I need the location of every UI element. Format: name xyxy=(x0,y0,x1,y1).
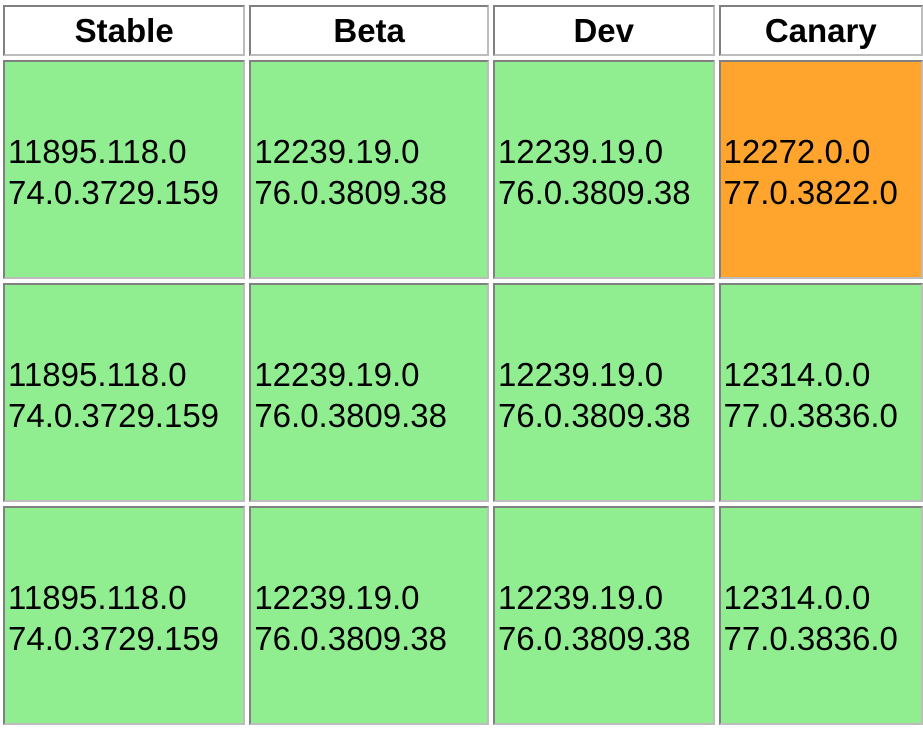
table-row: 11895.118.0 74.0.3729.159 12239.19.0 76.… xyxy=(3,506,923,725)
version-cell-canary: 12272.0.0 77.0.3822.0 xyxy=(718,60,923,279)
platform-version: 12239.19.0 xyxy=(497,132,664,170)
browser-version: 76.0.3809.38 xyxy=(254,173,448,211)
platform-version: 12314.0.0 xyxy=(723,355,871,393)
browser-version: 76.0.3809.38 xyxy=(497,619,691,657)
platform-version: 12314.0.0 xyxy=(723,578,871,616)
platform-version: 11895.118.0 xyxy=(8,578,187,616)
platform-version: 12272.0.0 xyxy=(723,132,871,170)
browser-version: 76.0.3809.38 xyxy=(497,173,691,211)
table-row: 11895.118.0 74.0.3729.159 12239.19.0 76.… xyxy=(3,60,923,279)
browser-version: 76.0.3809.38 xyxy=(497,396,691,434)
column-header-dev: Dev xyxy=(492,5,715,56)
browser-version: 74.0.3729.159 xyxy=(8,173,220,211)
version-cell-beta: 12239.19.0 76.0.3809.38 xyxy=(249,60,489,279)
version-cell-dev: 12239.19.0 76.0.3809.38 xyxy=(492,60,715,279)
header-row: Stable Beta Dev Canary xyxy=(3,5,923,56)
column-header-canary: Canary xyxy=(718,5,923,56)
browser-version: 77.0.3836.0 xyxy=(723,396,898,434)
browser-version: 76.0.3809.38 xyxy=(254,619,448,657)
platform-version: 11895.118.0 xyxy=(8,132,187,170)
platform-version: 11895.118.0 xyxy=(8,355,187,393)
platform-version: 12239.19.0 xyxy=(254,578,420,616)
table-row: 11895.118.0 74.0.3729.159 12239.19.0 76.… xyxy=(3,283,923,502)
version-cell-dev: 12239.19.0 76.0.3809.38 xyxy=(492,283,715,502)
version-cell-beta: 12239.19.0 76.0.3809.38 xyxy=(249,283,489,502)
browser-version: 76.0.3809.38 xyxy=(254,396,448,434)
browser-version: 77.0.3822.0 xyxy=(723,173,898,211)
version-cell-canary: 12314.0.0 77.0.3836.0 xyxy=(718,506,923,725)
table-body: 11895.118.0 74.0.3729.159 12239.19.0 76.… xyxy=(3,60,923,725)
version-cell-stable: 11895.118.0 74.0.3729.159 xyxy=(3,60,246,279)
platform-version: 12239.19.0 xyxy=(497,578,664,616)
browser-version: 74.0.3729.159 xyxy=(8,619,220,657)
version-cell-beta: 12239.19.0 76.0.3809.38 xyxy=(249,506,489,725)
column-header-beta: Beta xyxy=(249,5,489,56)
platform-version: 12239.19.0 xyxy=(497,355,664,393)
platform-version: 12239.19.0 xyxy=(254,355,420,393)
version-cell-stable: 11895.118.0 74.0.3729.159 xyxy=(3,506,246,725)
browser-version: 74.0.3729.159 xyxy=(8,396,220,434)
version-cell-stable: 11895.118.0 74.0.3729.159 xyxy=(3,283,246,502)
platform-version: 12239.19.0 xyxy=(254,132,420,170)
version-cell-dev: 12239.19.0 76.0.3809.38 xyxy=(492,506,715,725)
browser-version: 77.0.3836.0 xyxy=(723,619,898,657)
column-header-stable: Stable xyxy=(3,5,246,56)
version-cell-canary: 12314.0.0 77.0.3836.0 xyxy=(718,283,923,502)
